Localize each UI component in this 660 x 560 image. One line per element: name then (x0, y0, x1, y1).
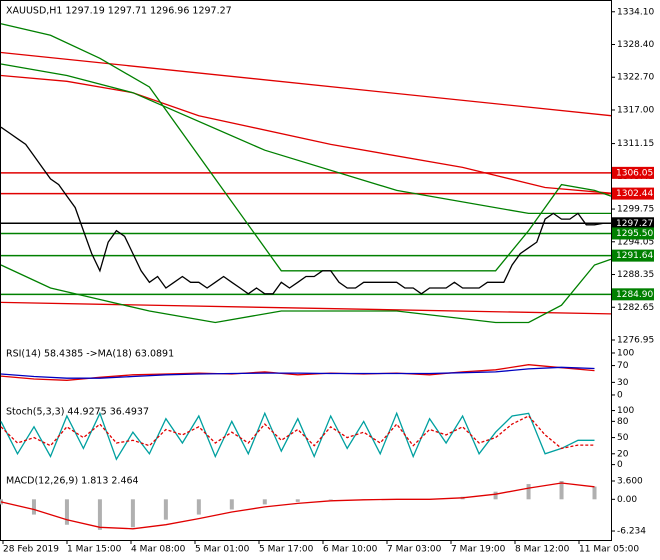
histogram-bar (493, 491, 498, 500)
y-tick-label: 0 (617, 390, 623, 400)
histogram-bar (559, 481, 564, 500)
series-line (0, 482, 595, 530)
series-line (0, 366, 595, 379)
histogram-bar (97, 499, 102, 530)
y-tick-label: 30 (617, 378, 629, 388)
level-label: 1297.27 (616, 219, 653, 229)
panel-title: MACD(12,26,9) 1.813 2.464 (6, 476, 139, 487)
histogram-bar (196, 499, 201, 515)
x-tick-label: 1 Mar 15:00 (67, 545, 122, 555)
x-tick-label: 5 Mar 17:00 (259, 545, 314, 555)
x-tick-label: 11 Mar 05:00 (579, 545, 639, 555)
y-tick-label: 1334.10 (617, 7, 654, 17)
y-tick-label: 0 (617, 460, 623, 470)
x-tick-label: 7 Mar 03:00 (387, 545, 442, 555)
histogram-bar (328, 499, 333, 500)
series-line (0, 63, 611, 215)
y-tick-label: -6.234 (617, 527, 646, 537)
histogram-bar (130, 499, 135, 528)
level-label: 1306.05 (616, 168, 653, 178)
histogram-bar (163, 499, 168, 520)
y-tick-label: 3.600 (617, 477, 643, 487)
series-line (0, 415, 595, 450)
frame (0, 0, 612, 541)
x-tick-label: 6 Mar 10:00 (323, 545, 378, 555)
x-tick-label: 5 Mar 01:00 (195, 545, 250, 555)
level-tag (612, 227, 654, 240)
y-tick-label: 100 (617, 348, 634, 358)
histogram-bar (229, 499, 234, 510)
level-tag (612, 166, 654, 179)
level-label: 1302.44 (616, 189, 653, 199)
y-tick-label: 1328.40 (617, 40, 654, 50)
level-tag (612, 249, 654, 262)
panel-title: Stoch(5,3,3) 44.9275 36.4937 (6, 407, 149, 418)
histogram-bar (262, 499, 267, 505)
histogram-bar (295, 499, 300, 502)
y-tick-label: 100 (617, 406, 634, 416)
y-tick-label: 1317.00 (617, 105, 654, 115)
y-tick-label: 1288.35 (617, 270, 654, 280)
x-tick-label: 28 Feb 2019 (3, 545, 59, 555)
level-tag (612, 288, 654, 301)
series-line (0, 301, 612, 315)
y-tick-label: 0.00 (617, 495, 637, 505)
y-tick-label: 1299.75 (617, 205, 654, 215)
y-tick-label: 50 (617, 433, 629, 443)
y-tick-label: 1311.15 (617, 139, 654, 149)
histogram-bar (31, 499, 36, 515)
series-line (0, 74, 612, 194)
level-label: 1291.64 (616, 251, 653, 261)
x-tick-label: 8 Mar 12:00 (515, 545, 570, 555)
series-line (0, 364, 595, 381)
series-line (0, 51, 612, 117)
histogram-bar (64, 499, 69, 525)
y-tick-label: 1322.70 (617, 73, 654, 83)
series-line (0, 126, 603, 295)
x-tick-label: 7 Mar 19:00 (451, 545, 506, 555)
y-tick-label: 1294.05 (617, 237, 654, 247)
y-tick-label: 1276.95 (617, 335, 654, 345)
series-line (0, 258, 612, 324)
series-line (0, 411, 595, 461)
level-tag (612, 217, 654, 230)
y-tick-label: 70 (617, 361, 629, 371)
panel-title: RSI(14) 58.4385 ->MA(18) 63.0891 (6, 349, 174, 360)
panel-title: XAUUSD,H1 1297.19 1297.71 1296.96 1297.2… (6, 6, 232, 17)
y-tick-label: 1282.65 (617, 303, 654, 313)
y-tick-label: 80 (617, 417, 629, 427)
level-tag (612, 187, 654, 200)
level-label: 1284.90 (616, 290, 653, 300)
histogram-bar (592, 486, 597, 500)
y-tick-label: 20 (617, 449, 629, 459)
x-tick-label: 4 Mar 08:00 (131, 545, 186, 555)
series-line (0, 23, 612, 272)
level-label: 1295.50 (616, 229, 653, 239)
histogram-bar (526, 484, 531, 500)
